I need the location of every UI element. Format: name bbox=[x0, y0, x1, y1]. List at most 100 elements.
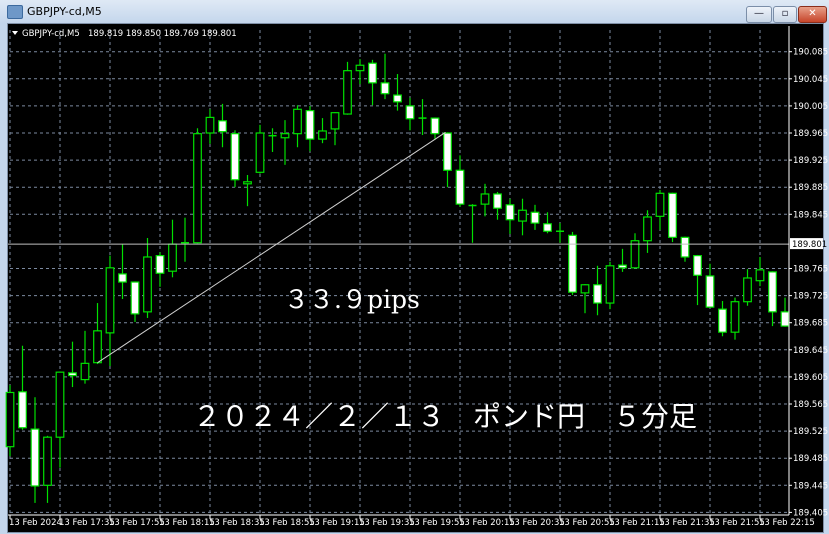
time-label: 13 Feb 18:55 bbox=[259, 518, 315, 528]
candle bbox=[380, 53, 390, 100]
time-label: 13 Feb 19:15 bbox=[309, 518, 365, 528]
candle-body-bear bbox=[768, 271, 777, 313]
time-label: 13 Feb 17:55 bbox=[109, 518, 165, 528]
candle-body-bull bbox=[630, 240, 640, 269]
time-label: 13 Feb 22:15 bbox=[759, 518, 815, 528]
candle bbox=[318, 118, 327, 144]
candle bbox=[780, 297, 790, 327]
candle-body-bear bbox=[680, 236, 690, 258]
minimize-button[interactable]: — bbox=[746, 6, 772, 23]
candle-body-bear bbox=[718, 308, 727, 333]
candle bbox=[655, 189, 665, 230]
candle bbox=[693, 254, 702, 306]
candle-body-bear bbox=[218, 120, 227, 133]
candle-body-bear bbox=[493, 193, 502, 209]
candle bbox=[330, 111, 340, 146]
candle bbox=[505, 198, 515, 234]
candle bbox=[530, 204, 540, 230]
candle-body-bull bbox=[480, 193, 490, 205]
candle-body-bear bbox=[705, 275, 715, 308]
candle-body-bull bbox=[205, 116, 215, 134]
candle bbox=[680, 236, 690, 262]
price-label: 189.605 bbox=[793, 373, 828, 383]
candle bbox=[143, 238, 152, 318]
window-titlebar: GBPJPY-cd,M5 — ▫ ✕ bbox=[0, 0, 829, 23]
candle bbox=[18, 345, 27, 430]
candle bbox=[593, 265, 602, 316]
candle bbox=[368, 59, 377, 106]
candle-body-bear bbox=[455, 169, 465, 205]
candle bbox=[30, 397, 40, 503]
candle bbox=[55, 371, 65, 468]
price-label: 189.765 bbox=[793, 265, 828, 275]
time-label: 13 Feb 20:55 bbox=[559, 518, 615, 528]
candle bbox=[255, 124, 265, 174]
price-label: 189.685 bbox=[793, 319, 828, 329]
candle-body-bear bbox=[30, 428, 40, 487]
candle-body-bull bbox=[518, 209, 527, 222]
candle-body-bull bbox=[105, 267, 115, 334]
candle-body-bull bbox=[93, 330, 102, 364]
candle-body-bear bbox=[368, 62, 377, 84]
time-label: 13 Feb 20:15 bbox=[459, 518, 515, 528]
candle-body-bear bbox=[18, 391, 27, 429]
candle-body-bull bbox=[143, 256, 152, 313]
candle bbox=[430, 117, 440, 140]
price-label: 190.045 bbox=[793, 75, 828, 85]
chart-window-icon bbox=[7, 5, 23, 19]
chart-ohlc-values: 189.819 189.850 189.769 189.801 bbox=[88, 29, 237, 39]
candle-body-bear bbox=[780, 311, 790, 327]
candle bbox=[668, 192, 677, 243]
candle-body-bear bbox=[118, 273, 127, 283]
candle-body-bear bbox=[230, 133, 240, 181]
trend-line[interactable] bbox=[97, 131, 446, 364]
dropdown-triangle-icon[interactable] bbox=[12, 31, 18, 35]
price-label: 189.645 bbox=[793, 346, 828, 356]
candle bbox=[455, 155, 465, 207]
candle bbox=[568, 231, 577, 295]
candle bbox=[618, 248, 627, 272]
candle-body-bear bbox=[393, 94, 402, 103]
candle-body-bull bbox=[43, 436, 52, 486]
chart-header: GBPJPY-cd,M5 189.819 189.850 189.769 189… bbox=[12, 29, 237, 39]
candle-body-bull bbox=[193, 133, 202, 244]
candle-body-bear bbox=[130, 281, 140, 315]
candle-body-bull bbox=[255, 132, 265, 173]
candle bbox=[580, 284, 590, 314]
candle-body-bull bbox=[293, 108, 302, 135]
close-button[interactable]: ✕ bbox=[798, 6, 827, 23]
price-label: 189.525 bbox=[793, 427, 828, 437]
candle bbox=[230, 130, 240, 188]
time-label: 13 Feb 18:35 bbox=[209, 518, 265, 528]
candle bbox=[755, 256, 765, 287]
candle bbox=[480, 183, 490, 217]
price-label: 189.405 bbox=[793, 508, 828, 518]
candle-body-bear bbox=[305, 110, 315, 140]
maximize-button[interactable]: ▫ bbox=[773, 6, 797, 23]
candle bbox=[730, 297, 740, 340]
candle-body-bull bbox=[5, 391, 15, 448]
candle-body-bear bbox=[568, 234, 577, 293]
candle-body-bull bbox=[743, 277, 752, 303]
candle bbox=[718, 301, 727, 337]
time-label: 13 Feb 21:35 bbox=[659, 518, 715, 528]
candle-body-bull bbox=[168, 243, 177, 272]
current-price-label: 189.801 bbox=[792, 240, 827, 250]
price-label: 189.485 bbox=[793, 454, 828, 464]
time-label: 13 Feb 21:15 bbox=[609, 518, 665, 528]
candle bbox=[518, 198, 527, 236]
candle-body-bear bbox=[68, 372, 77, 377]
candle-body-bear bbox=[443, 132, 452, 171]
candle-body-bull bbox=[343, 70, 352, 115]
candle bbox=[193, 128, 202, 244]
candle-body-bull bbox=[755, 269, 765, 282]
candle bbox=[68, 341, 77, 388]
candle bbox=[5, 385, 15, 457]
candle bbox=[705, 263, 715, 308]
grid bbox=[9, 30, 789, 515]
price-label: 189.885 bbox=[793, 183, 828, 193]
candle-body-bear bbox=[530, 211, 540, 224]
candle bbox=[118, 244, 127, 299]
candle-body-bull bbox=[730, 301, 740, 333]
